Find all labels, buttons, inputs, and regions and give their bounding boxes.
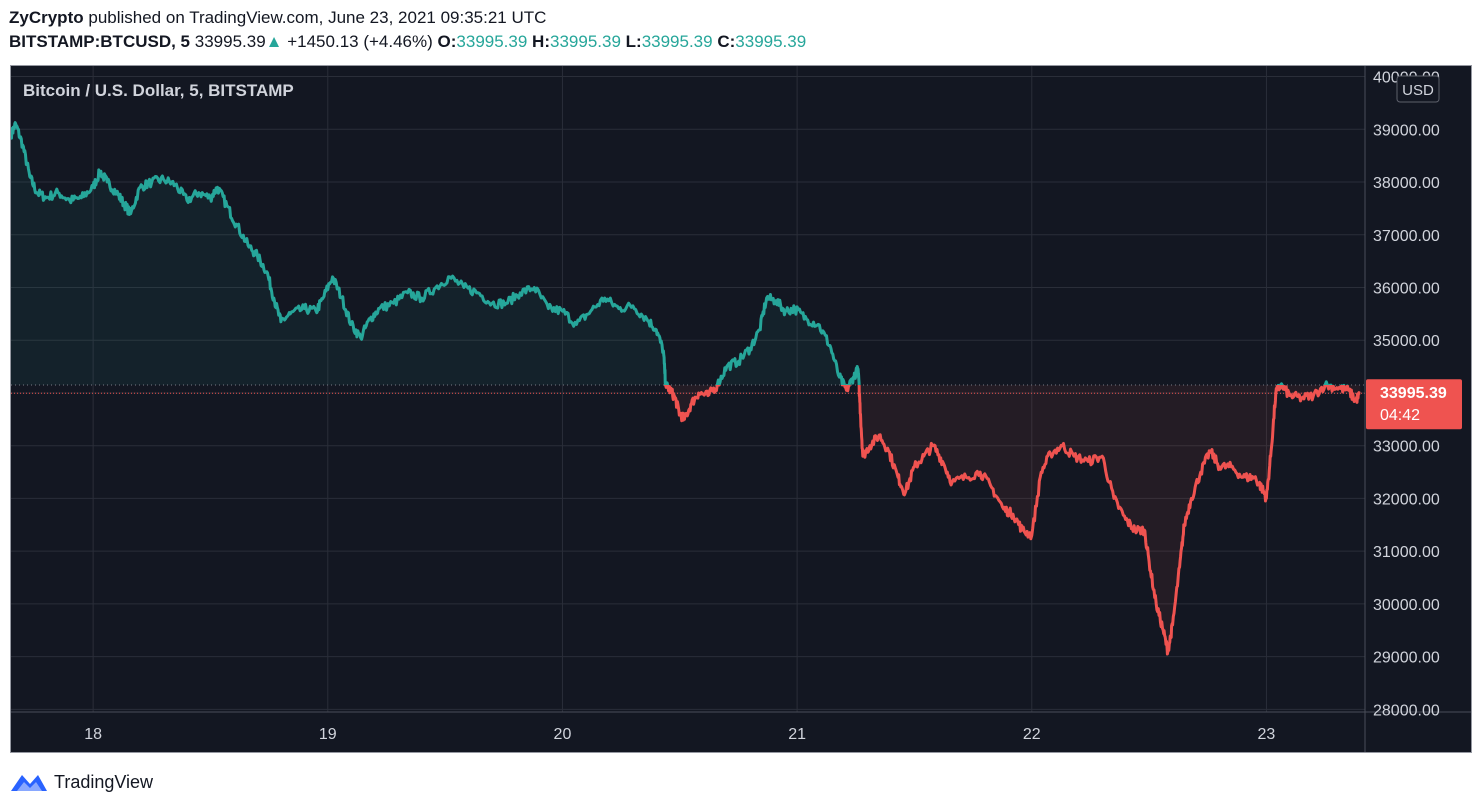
last-price: 33995.39 [194, 32, 266, 51]
area-fill-down [11, 385, 1361, 652]
x-tick-label: 19 [319, 726, 337, 743]
open-value: 33995.39 [456, 32, 528, 51]
y-tick-label: 28000.00 [1373, 702, 1440, 719]
last-price-tag-value: 33995.39 [1380, 385, 1447, 402]
close-value: 33995.39 [735, 32, 807, 51]
price-line-up [11, 121, 1349, 386]
symbol-label[interactable]: BITSTAMP:BTCUSD, 5 [9, 32, 191, 51]
x-tick-label: 23 [1258, 726, 1276, 743]
low-value: 33995.39 [641, 32, 713, 51]
low-label: L: [625, 32, 642, 51]
chart-panel[interactable]: 28000.00 29000.00 30000.00 31000.00 32000.00… [10, 65, 1472, 753]
currency-badge [1396, 75, 1440, 103]
y-tick-label: 30000.00 [1373, 597, 1440, 614]
open-label: O: [437, 32, 457, 51]
last-price-tag [1366, 379, 1462, 430]
x-tick-label: 20 [554, 726, 572, 743]
high-value: 33995.39 [550, 32, 621, 51]
publish-line: ZyCrypto published on TradingView.com, J… [9, 6, 806, 30]
x-tick-label: 21 [788, 726, 806, 743]
price-line-down [663, 385, 1362, 656]
area-fill-up [11, 124, 1326, 386]
y-tick-label: 29000.00 [1373, 650, 1440, 667]
up-arrow-icon: ▲ [265, 32, 283, 51]
currency-label: USD [1402, 82, 1434, 99]
footer: TradingView [10, 768, 153, 796]
x-tick-label: 22 [1023, 726, 1041, 743]
published-text: published on TradingView.com, June 23, 2… [88, 8, 547, 27]
y-tick-label: 39000.00 [1373, 122, 1440, 139]
y-tick-label: 33000.00 [1373, 439, 1440, 456]
y-tick-label: 31000.00 [1373, 544, 1440, 561]
chart-title: Bitcoin / U.S. Dollar, 5, BITSTAMP [23, 81, 294, 100]
y-tick-label: 37000.00 [1373, 228, 1440, 245]
y-tick-label: 32000.00 [1373, 491, 1440, 508]
symbol-line: BITSTAMP:BTCUSD, 5 33995.39▲ +1450.13 (+… [9, 30, 806, 54]
price-chart[interactable]: 28000.00 29000.00 30000.00 31000.00 32000.00… [11, 66, 1471, 752]
y-tick-label: 36000.00 [1373, 280, 1440, 297]
publisher-name[interactable]: ZyCrypto [9, 8, 84, 27]
tradingview-brand[interactable]: TradingView [54, 771, 154, 792]
y-tick-label: 35000.00 [1373, 333, 1440, 350]
price-change: +1450.13 (+4.46%) [287, 32, 433, 51]
y-tick-label: 38000.00 [1373, 175, 1440, 192]
x-tick-label: 18 [84, 726, 102, 743]
close-label: C: [717, 32, 736, 51]
chart-header: ZyCrypto published on TradingView.com, J… [9, 6, 806, 54]
high-label: H: [532, 32, 550, 51]
tradingview-logo-icon[interactable] [10, 771, 48, 793]
bar-countdown: 04:42 [1380, 407, 1420, 424]
